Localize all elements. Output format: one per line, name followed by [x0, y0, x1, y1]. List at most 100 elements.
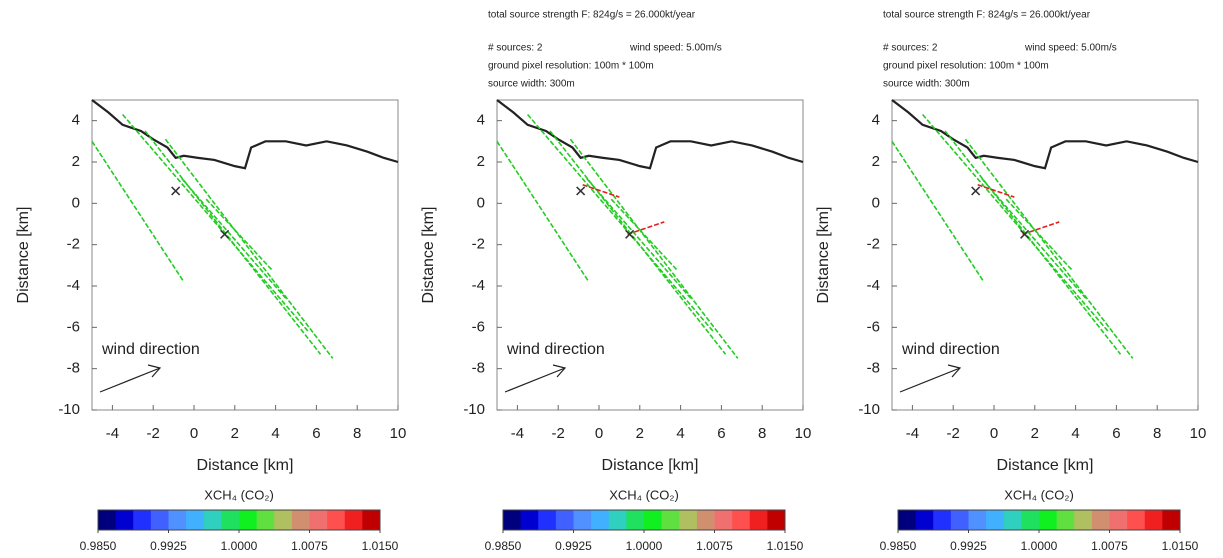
wind-arrow [899, 367, 961, 393]
y-axis-label: Distance [km] [815, 207, 832, 304]
header-text: # sources: 2 [488, 43, 543, 54]
x-tick-label: 4 [1071, 425, 1079, 442]
colorbar-swatch [344, 510, 363, 530]
header-text: source width: 300m [883, 79, 970, 90]
colorbar-swatch [291, 510, 310, 530]
x-tick-label: -2 [947, 425, 960, 442]
plume-streak [569, 138, 739, 359]
y-axis-label: Distance [km] [420, 207, 437, 304]
x-tick-label: 2 [231, 425, 239, 442]
x-tick-label: 6 [312, 425, 320, 442]
y-tick-label: 2 [72, 153, 80, 170]
x-tick-label: 4 [271, 425, 279, 442]
x-tick-label: 8 [1153, 425, 1161, 442]
plume-streak [121, 113, 309, 332]
plume-streak [627, 221, 665, 236]
x-tick-label: 4 [676, 425, 684, 442]
colorbar-tick-label: 1.0075 [1091, 539, 1128, 553]
plume-streak [526, 113, 714, 332]
colorbar-swatch [767, 510, 786, 530]
x-axis-label: Distance [km] [197, 457, 294, 474]
colorbar-swatch [150, 510, 169, 530]
x-axis-label: Distance [km] [602, 457, 699, 474]
y-tick-label: -2 [472, 236, 485, 253]
y-tick-label: -6 [867, 318, 880, 335]
colorbar-swatch [168, 510, 187, 530]
header-text: source width: 300m [488, 79, 575, 90]
y-tick-label: -6 [67, 318, 80, 335]
y-tick-label: 4 [477, 112, 485, 129]
colorbar-swatch [133, 510, 152, 530]
colorbar-swatch [1056, 510, 1075, 530]
y-tick-label: 2 [477, 153, 485, 170]
source-marker [625, 229, 635, 239]
plume-streak [582, 183, 620, 198]
colorbar-tick-label: 0.9925 [555, 539, 592, 553]
wind-annotation: wind direction [901, 341, 1000, 358]
colorbar-tick-label: 1.0150 [767, 539, 804, 553]
y-tick-label: -4 [867, 277, 880, 294]
coastline [496, 99, 804, 170]
y-tick-label: 4 [72, 112, 80, 129]
y-tick-label: -10 [463, 401, 485, 418]
x-tick-label: -4 [906, 425, 919, 442]
colorbar-swatch [1074, 510, 1093, 530]
plume-streak [144, 130, 322, 355]
x-tick-label: -2 [552, 425, 565, 442]
source-marker [1020, 229, 1030, 239]
x-tick-label: 8 [353, 425, 361, 442]
y-tick-label: 0 [477, 194, 485, 211]
colorbar-swatch [98, 510, 117, 530]
colorbar-swatch [1091, 510, 1110, 530]
colorbar-tick-label: 1.0150 [362, 539, 399, 553]
colorbar-swatch [362, 510, 381, 530]
y-tick-label: -6 [472, 318, 485, 335]
colorbar-swatch [626, 510, 645, 530]
colorbar-label: XCH₄ (CO₂) [204, 487, 274, 502]
colorbar-swatch [986, 510, 1005, 530]
y-axis-label: Distance [km] [15, 207, 32, 304]
x-tick-label: 6 [717, 425, 725, 442]
colorbar-swatch [661, 510, 680, 530]
colorbar-swatch [256, 510, 275, 530]
colorbar-tick-label: 1.0000 [221, 539, 258, 553]
colorbar-tick-label: 1.0150 [1162, 539, 1199, 553]
wind-arrow [504, 367, 566, 393]
colorbar-tick-label: 1.0000 [626, 539, 663, 553]
x-tick-label: -2 [147, 425, 160, 442]
source-marker [220, 229, 230, 239]
plot-frame [891, 99, 1199, 411]
colorbar-swatch [1109, 510, 1128, 530]
source-marker [576, 186, 586, 196]
colorbar-tick-label: 1.0075 [291, 539, 328, 553]
header-text: wind speed: 5.00m/s [629, 43, 722, 54]
header-text: wind speed: 5.00m/s [1024, 43, 1117, 54]
y-tick-label: 0 [872, 194, 880, 211]
colorbar-swatch [186, 510, 205, 530]
colorbar-swatch [968, 510, 987, 530]
colorbar-swatch [591, 510, 610, 530]
header-text: ground pixel resolution: 100m * 100m [883, 61, 1049, 72]
x-tick-label: 10 [795, 425, 812, 442]
wind-arrow-head [552, 364, 567, 378]
colorbar-swatch [933, 510, 952, 530]
colorbar-swatch [503, 510, 522, 530]
plume-streak [549, 130, 727, 355]
plume-streak [1022, 221, 1060, 236]
colorbar-swatch [1127, 510, 1146, 530]
wind-arrow-head [947, 364, 962, 378]
colorbar-swatch [1144, 510, 1163, 530]
colorbar-swatch [950, 510, 969, 530]
source-marker [971, 186, 981, 196]
colorbar-tick-label: 1.0075 [696, 539, 733, 553]
colorbar-swatch [915, 510, 934, 530]
colorbar-swatch [898, 510, 917, 530]
plume-streak [205, 198, 273, 271]
coastline [91, 99, 399, 170]
colorbar-swatch [309, 510, 328, 530]
y-tick-label: -4 [472, 277, 485, 294]
colorbar-tick-label: 0.9850 [80, 539, 117, 553]
colorbar-swatch [1039, 510, 1058, 530]
plume-streak [891, 140, 985, 283]
